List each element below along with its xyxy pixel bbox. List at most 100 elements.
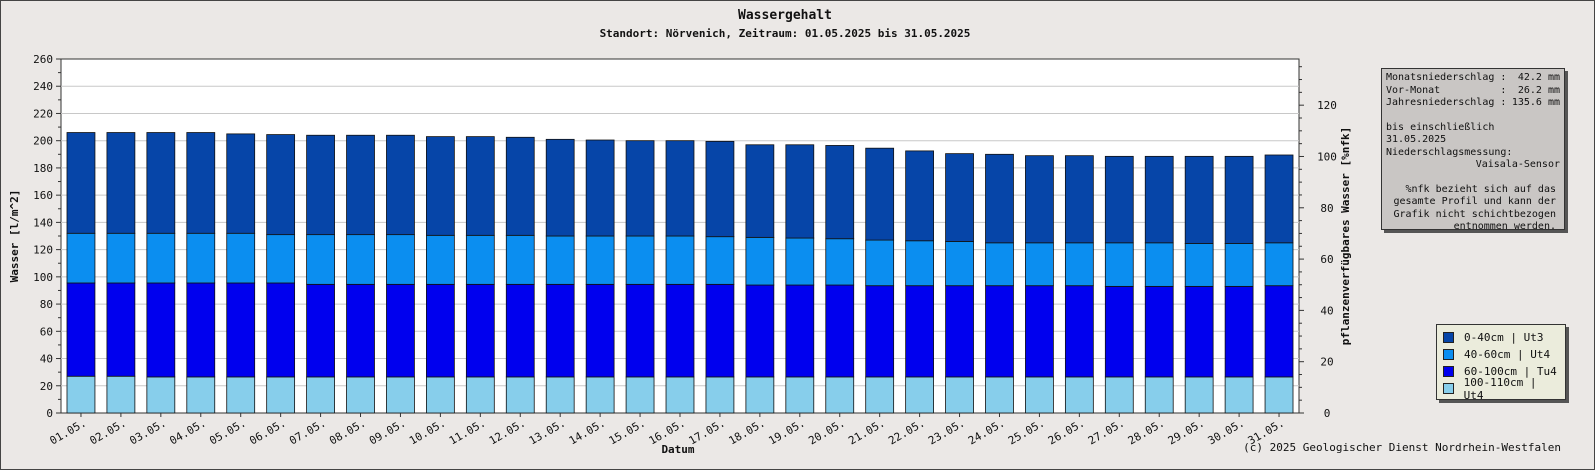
bar-segment <box>585 139 615 237</box>
y2-axis-label: pflanzenverfügbares Wasser [%nfk] <box>1339 127 1352 346</box>
bar-segment <box>865 147 895 241</box>
bar-segment <box>945 376 974 414</box>
bar-segment <box>386 134 415 236</box>
y2-tick-label: 100 <box>1317 150 1337 163</box>
sensor-text: Vaisala-Sensor <box>1475 159 1560 170</box>
bar-segment <box>346 376 375 414</box>
bar-segment <box>985 153 1014 244</box>
bar-segment <box>1104 285 1134 378</box>
nfk-note-line: entnommen werden. <box>1453 221 1556 232</box>
bar-segment <box>1264 242 1294 287</box>
bar-segment <box>665 283 695 378</box>
bar-segment <box>426 136 455 236</box>
bar-segment <box>505 136 535 236</box>
y-tick-label: 260 <box>33 53 53 66</box>
x-tick-label: 11.05. <box>447 416 488 447</box>
legend-item-60-100: 60-100cm | Tu4 <box>1443 363 1559 380</box>
bar-segment <box>66 282 96 377</box>
precipitation-info-box: Monatsniederschlag : 42.2 mm Vor-Monat : 2… <box>1381 68 1565 232</box>
bar-segment <box>985 376 1014 414</box>
bar-segment <box>1184 155 1214 244</box>
bis-text: bis einschließlich 31.05.2025 <box>1386 121 1495 146</box>
legend-swatch <box>1443 332 1454 343</box>
bar-segment <box>146 232 176 284</box>
bar-segment <box>825 238 855 286</box>
bar-segment <box>346 134 375 236</box>
x-tick-label: 08.05. <box>327 416 368 447</box>
legend-label: 40-60cm | Ut4 <box>1464 348 1551 361</box>
x-tick-label: 09.05. <box>367 416 408 447</box>
nfk-note-line: gesamte Profil und kann der <box>1393 196 1556 207</box>
x-tick-label: 19.05. <box>766 416 807 447</box>
bar-segment <box>1224 243 1254 287</box>
legend-swatch <box>1443 349 1454 360</box>
bar-segment <box>1144 285 1174 378</box>
x-tick-label: 13.05. <box>527 416 568 447</box>
x-tick-label: 18.05. <box>726 416 767 447</box>
y-tick-label: 200 <box>33 135 53 148</box>
bar-segment <box>785 237 815 286</box>
bar-segment <box>1025 376 1054 414</box>
bar-segment <box>1264 285 1294 378</box>
bar-segment <box>945 153 974 242</box>
bar-segment <box>745 144 775 238</box>
bar-segment <box>545 283 575 378</box>
bar-segment <box>1144 376 1174 414</box>
bar-segment <box>106 282 136 377</box>
bar-segment <box>825 145 855 240</box>
bar-segment <box>665 235 695 285</box>
bar-segment <box>785 376 815 414</box>
bar-segment <box>146 376 176 414</box>
legend-label: 0-40cm | Ut3 <box>1464 331 1544 344</box>
jahr-value: 135.6 mm <box>1511 97 1560 108</box>
bar-segment <box>426 234 455 285</box>
bar-segment <box>545 376 575 414</box>
bar-segment <box>585 283 615 378</box>
bar-segment <box>1104 155 1134 244</box>
x-tick-label: 03.05. <box>127 416 168 447</box>
bar-segment <box>346 283 375 378</box>
x-tick-label: 12.05. <box>487 416 528 447</box>
bar-segment <box>226 133 256 234</box>
bar-segment <box>625 376 655 414</box>
bar-segment <box>465 234 495 285</box>
bar-segment <box>66 132 96 234</box>
bar-segment <box>186 232 216 284</box>
x-tick-label: 21.05. <box>846 416 887 447</box>
x-tick-label: 23.05. <box>926 416 967 447</box>
x-tick-label: 26.05. <box>1046 416 1087 447</box>
bar-segment <box>665 376 695 414</box>
bar-segment <box>66 232 96 284</box>
y-tick-label: 100 <box>33 271 53 284</box>
bar-segment <box>1104 242 1134 287</box>
bar-segment <box>625 283 655 378</box>
bar-segment <box>905 285 934 378</box>
bar-segment <box>1224 376 1254 414</box>
bar-segment <box>306 234 335 285</box>
bar-segment <box>545 138 575 237</box>
x-tick-label: 25.05. <box>1006 416 1047 447</box>
bar-segment <box>146 282 176 378</box>
x-tick-label: 20.05. <box>806 416 847 447</box>
bar-segment <box>306 134 335 236</box>
x-tick-label: 02.05. <box>87 416 128 447</box>
bar-segment <box>945 241 974 287</box>
y2-tick-label: 80 <box>1320 202 1333 215</box>
bar-segment <box>505 376 535 414</box>
y-tick-label: 60 <box>40 325 53 338</box>
bar-segment <box>705 140 735 238</box>
legend-item-40-60: 40-60cm | Ut4 <box>1443 346 1559 363</box>
bar-segment <box>745 376 775 414</box>
y-tick-label: 0 <box>46 407 53 420</box>
y-tick-label: 20 <box>40 380 53 393</box>
bar-segment <box>1025 155 1054 244</box>
bar-segment <box>386 283 415 378</box>
bar-segment <box>266 234 296 284</box>
bar-segment <box>585 376 615 414</box>
bars-group <box>66 132 1294 414</box>
bar-segment <box>945 285 974 378</box>
y2-tick-label: 20 <box>1320 356 1333 369</box>
bar-segment <box>1025 242 1054 287</box>
y2-tick-label: 0 <box>1324 407 1331 420</box>
